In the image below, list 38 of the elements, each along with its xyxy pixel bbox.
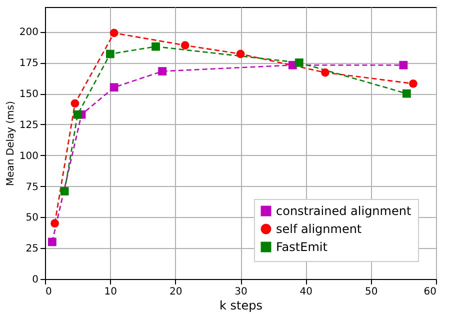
x-tick-label: 20	[169, 286, 182, 298]
y-tick-label: 125	[19, 120, 38, 131]
x-tick-label: 0	[46, 286, 52, 298]
point	[50, 219, 59, 228]
point	[294, 58, 304, 67]
x-tick-label: 30	[234, 286, 248, 298]
x-tick-label: 40	[300, 286, 313, 298]
point	[409, 79, 418, 88]
point	[106, 50, 114, 58]
y-tick-label: 25	[26, 244, 38, 255]
point	[60, 187, 69, 196]
point	[321, 68, 330, 77]
y-tick-label: 200	[19, 27, 38, 38]
y-tick-label: 175	[19, 58, 38, 70]
point	[73, 110, 82, 119]
y-tick-label: 0	[32, 274, 38, 286]
point	[180, 41, 190, 50]
point	[152, 42, 160, 51]
y-tick-label: 150	[19, 89, 38, 100]
point	[110, 28, 118, 38]
y-tick-label: 75	[26, 182, 38, 193]
point	[236, 50, 245, 58]
legend-label: FastEmit	[276, 240, 328, 254]
legend-label: self alignment	[276, 222, 362, 236]
point	[110, 83, 118, 92]
x-axis-title: k steps	[220, 298, 262, 312]
x-tick-label: 50	[364, 286, 378, 298]
legend-label: constrained alignment	[276, 204, 412, 218]
point	[70, 99, 80, 108]
x-tick-label: 10	[104, 286, 118, 298]
point	[158, 67, 166, 76]
point	[402, 89, 411, 98]
y-tick-label: 50	[26, 212, 38, 224]
y-tick-label: 100	[19, 150, 38, 162]
y-axis-title: Mean Delay (ms)	[5, 100, 16, 186]
point	[399, 60, 408, 70]
point	[48, 238, 56, 246]
x-tick-label: 60	[424, 286, 436, 298]
